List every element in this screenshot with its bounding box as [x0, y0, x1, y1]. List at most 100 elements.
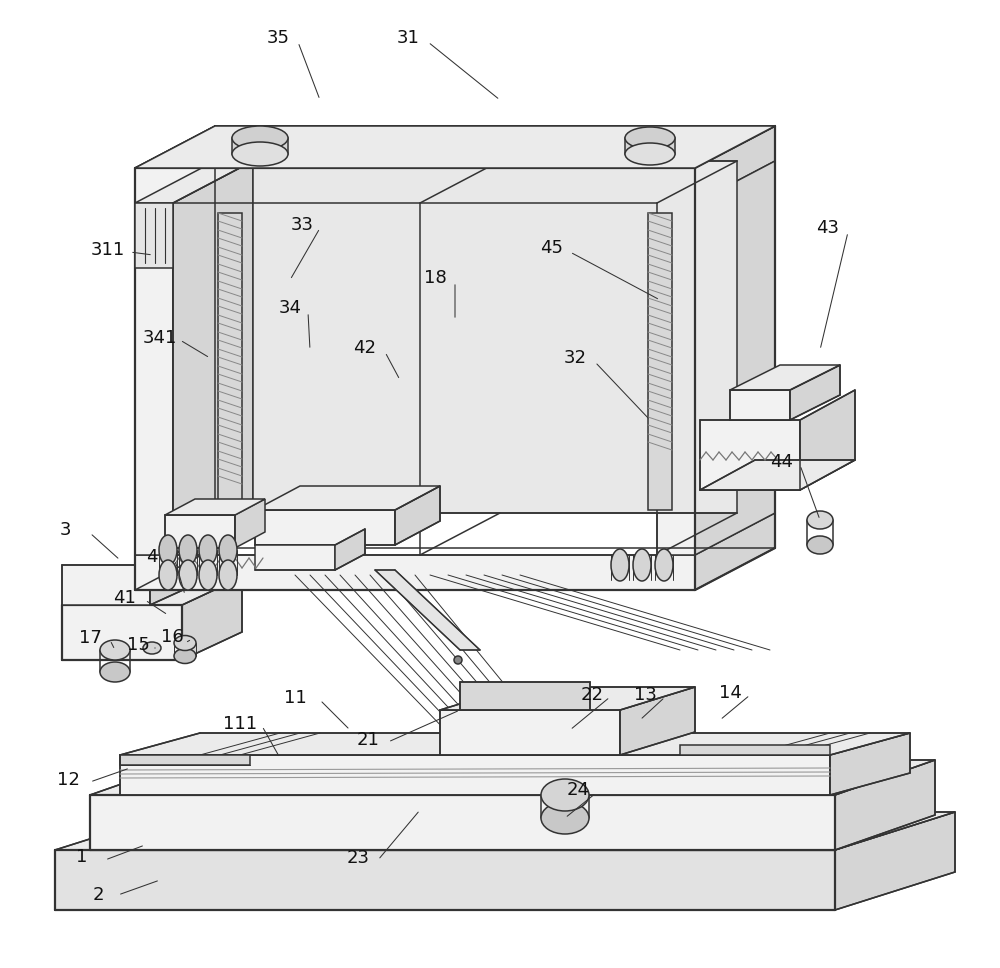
Ellipse shape — [625, 143, 675, 165]
Polygon shape — [695, 161, 775, 555]
Ellipse shape — [232, 126, 288, 150]
Ellipse shape — [454, 656, 462, 664]
Polygon shape — [135, 168, 695, 203]
Ellipse shape — [219, 560, 237, 590]
Ellipse shape — [541, 802, 589, 834]
Polygon shape — [620, 687, 695, 755]
Polygon shape — [790, 365, 840, 420]
Ellipse shape — [219, 535, 237, 565]
Ellipse shape — [232, 142, 288, 166]
Ellipse shape — [174, 649, 196, 663]
Polygon shape — [62, 565, 150, 605]
Ellipse shape — [199, 560, 217, 590]
Ellipse shape — [143, 642, 161, 654]
Polygon shape — [135, 203, 173, 555]
Text: 41: 41 — [114, 589, 136, 607]
Text: 18: 18 — [424, 269, 446, 287]
Text: 24: 24 — [566, 781, 590, 799]
Polygon shape — [335, 529, 365, 570]
Text: 32: 32 — [564, 349, 586, 367]
Ellipse shape — [655, 549, 673, 581]
Text: 33: 33 — [290, 216, 314, 234]
Text: 43: 43 — [816, 219, 840, 237]
Polygon shape — [182, 577, 242, 660]
Text: 17: 17 — [79, 629, 101, 647]
Text: 35: 35 — [266, 29, 290, 47]
Polygon shape — [730, 365, 840, 390]
Polygon shape — [135, 203, 173, 268]
Polygon shape — [255, 486, 440, 510]
Polygon shape — [255, 510, 395, 545]
Polygon shape — [730, 390, 790, 420]
Polygon shape — [55, 850, 835, 910]
Text: 1: 1 — [76, 848, 88, 866]
Ellipse shape — [541, 779, 589, 811]
Polygon shape — [62, 577, 242, 605]
Polygon shape — [235, 499, 265, 548]
Text: 4: 4 — [146, 548, 158, 566]
Polygon shape — [90, 760, 935, 795]
Polygon shape — [695, 126, 775, 203]
Ellipse shape — [633, 549, 651, 581]
Polygon shape — [165, 499, 265, 515]
Polygon shape — [395, 486, 440, 545]
Polygon shape — [830, 733, 910, 795]
Polygon shape — [657, 203, 695, 555]
Text: 13: 13 — [634, 686, 656, 704]
Polygon shape — [120, 733, 910, 755]
Polygon shape — [835, 760, 935, 850]
Ellipse shape — [807, 511, 833, 529]
Text: 42: 42 — [354, 339, 376, 357]
Text: 16: 16 — [161, 628, 183, 646]
Polygon shape — [135, 126, 775, 168]
Polygon shape — [253, 161, 737, 513]
Polygon shape — [700, 420, 800, 490]
Text: 23: 23 — [347, 849, 370, 867]
Polygon shape — [120, 755, 830, 795]
Polygon shape — [90, 795, 835, 850]
Text: 2: 2 — [92, 886, 104, 904]
Polygon shape — [648, 213, 672, 510]
Polygon shape — [165, 515, 235, 548]
Ellipse shape — [159, 560, 177, 590]
Ellipse shape — [179, 560, 197, 590]
Text: 44: 44 — [770, 453, 794, 471]
Text: 21: 21 — [357, 731, 379, 749]
Ellipse shape — [625, 127, 675, 149]
Text: 22: 22 — [580, 686, 604, 704]
Ellipse shape — [100, 640, 130, 660]
Polygon shape — [135, 126, 775, 168]
Polygon shape — [120, 755, 250, 765]
Polygon shape — [375, 570, 480, 650]
Polygon shape — [800, 390, 855, 490]
Text: 311: 311 — [91, 241, 125, 259]
Ellipse shape — [199, 535, 217, 565]
Polygon shape — [440, 687, 695, 710]
Polygon shape — [135, 161, 253, 203]
Polygon shape — [255, 545, 335, 570]
Text: 12: 12 — [57, 771, 79, 789]
Text: 111: 111 — [223, 715, 257, 733]
Text: 11: 11 — [284, 689, 306, 707]
Polygon shape — [218, 213, 242, 540]
Ellipse shape — [179, 535, 197, 565]
Ellipse shape — [100, 662, 130, 682]
Ellipse shape — [174, 636, 196, 650]
Text: 14: 14 — [719, 684, 741, 702]
Polygon shape — [680, 745, 830, 755]
Polygon shape — [835, 812, 955, 910]
Ellipse shape — [611, 549, 629, 581]
Text: 15: 15 — [127, 636, 149, 654]
Polygon shape — [150, 540, 205, 605]
Text: 31: 31 — [397, 29, 419, 47]
Polygon shape — [232, 138, 288, 154]
Polygon shape — [695, 513, 775, 590]
Text: 45: 45 — [540, 239, 564, 257]
Polygon shape — [440, 710, 620, 755]
Ellipse shape — [159, 535, 177, 565]
Ellipse shape — [807, 536, 833, 554]
Polygon shape — [135, 555, 695, 590]
Text: 34: 34 — [278, 299, 302, 317]
Polygon shape — [173, 161, 253, 555]
Polygon shape — [625, 138, 675, 154]
